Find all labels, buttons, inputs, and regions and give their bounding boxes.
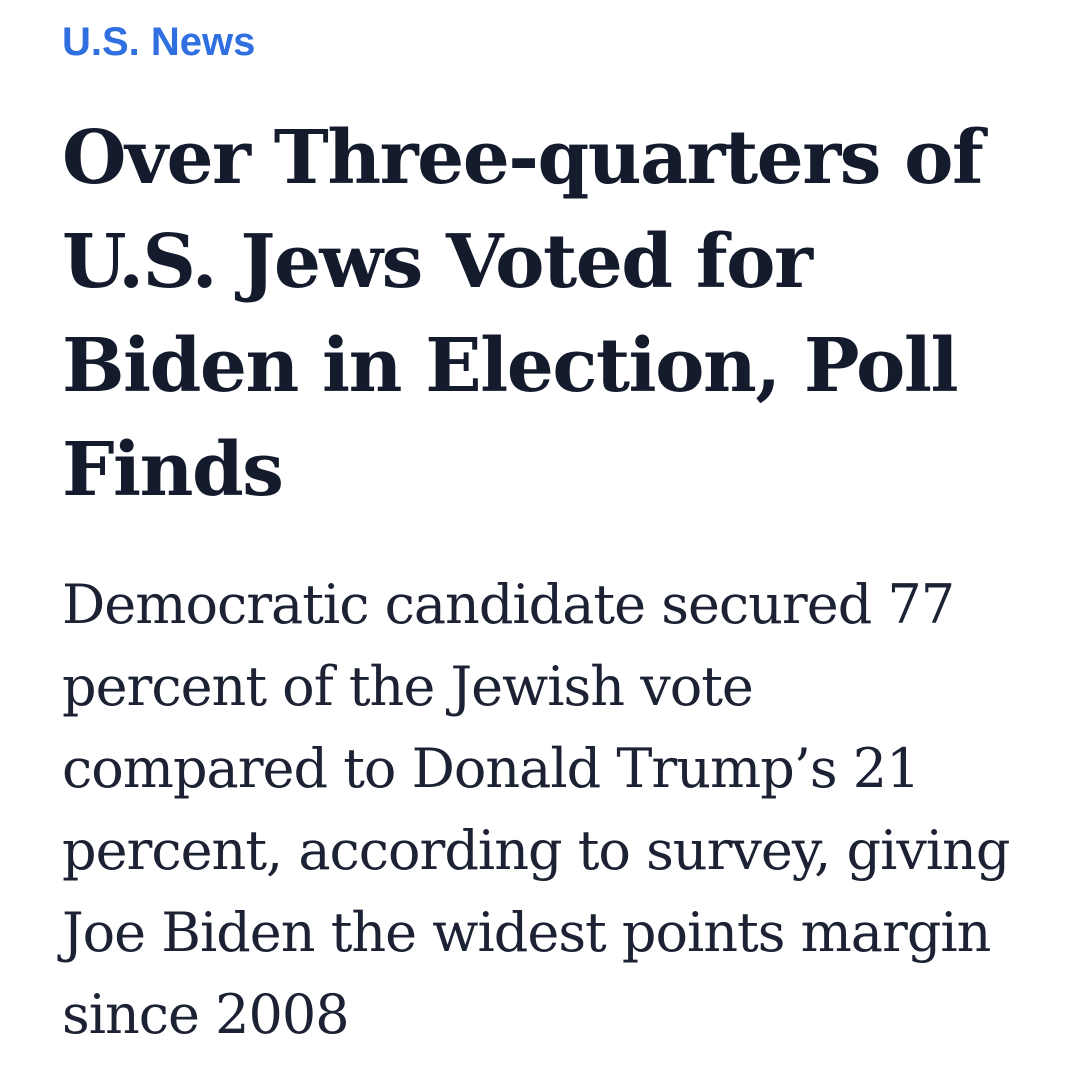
section-link[interactable]: U.S. News — [62, 20, 256, 64]
article-subheadline: Democratic candidate secured 77 percent … — [62, 573, 1010, 1046]
article-headline: Over Three-quarters of U.S. Jews Voted f… — [62, 115, 984, 513]
